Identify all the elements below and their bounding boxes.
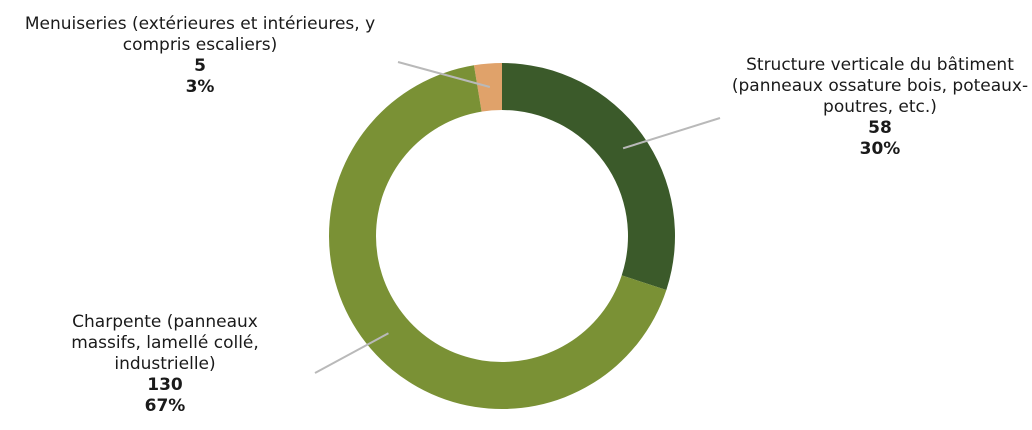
leader-lines [314,61,721,374]
slice-title: Menuiseries (extérieures et intérieures,… [24,14,376,55]
leader-line-charpente [314,332,389,374]
slice-percent: 67% [144,396,186,416]
slice-percent: 30% [859,139,901,159]
slice-value: 58 [868,118,892,138]
leader-line-menuiseries [397,61,491,88]
slice-value: 5 [194,56,206,76]
slice-label-menuiseries: Menuiseries (extérieures et intérieures,… [0,14,400,98]
slice-percent: 3% [185,77,215,97]
slice-label-charpente: Charpente (panneaux massifs, lamellé col… [40,312,290,417]
donut-slices [328,63,675,409]
slice-value: 130 [147,375,183,395]
slice-structure-verticale [502,63,675,290]
slice-title: Charpente (panneaux massifs, lamellé col… [71,312,259,374]
slice-title: Structure verticale du bâtiment (panneau… [731,55,1029,117]
slice-label-structure-verticale: Structure verticale du bâtiment (panneau… [730,55,1030,160]
leader-line-structure-verticale [622,117,721,150]
